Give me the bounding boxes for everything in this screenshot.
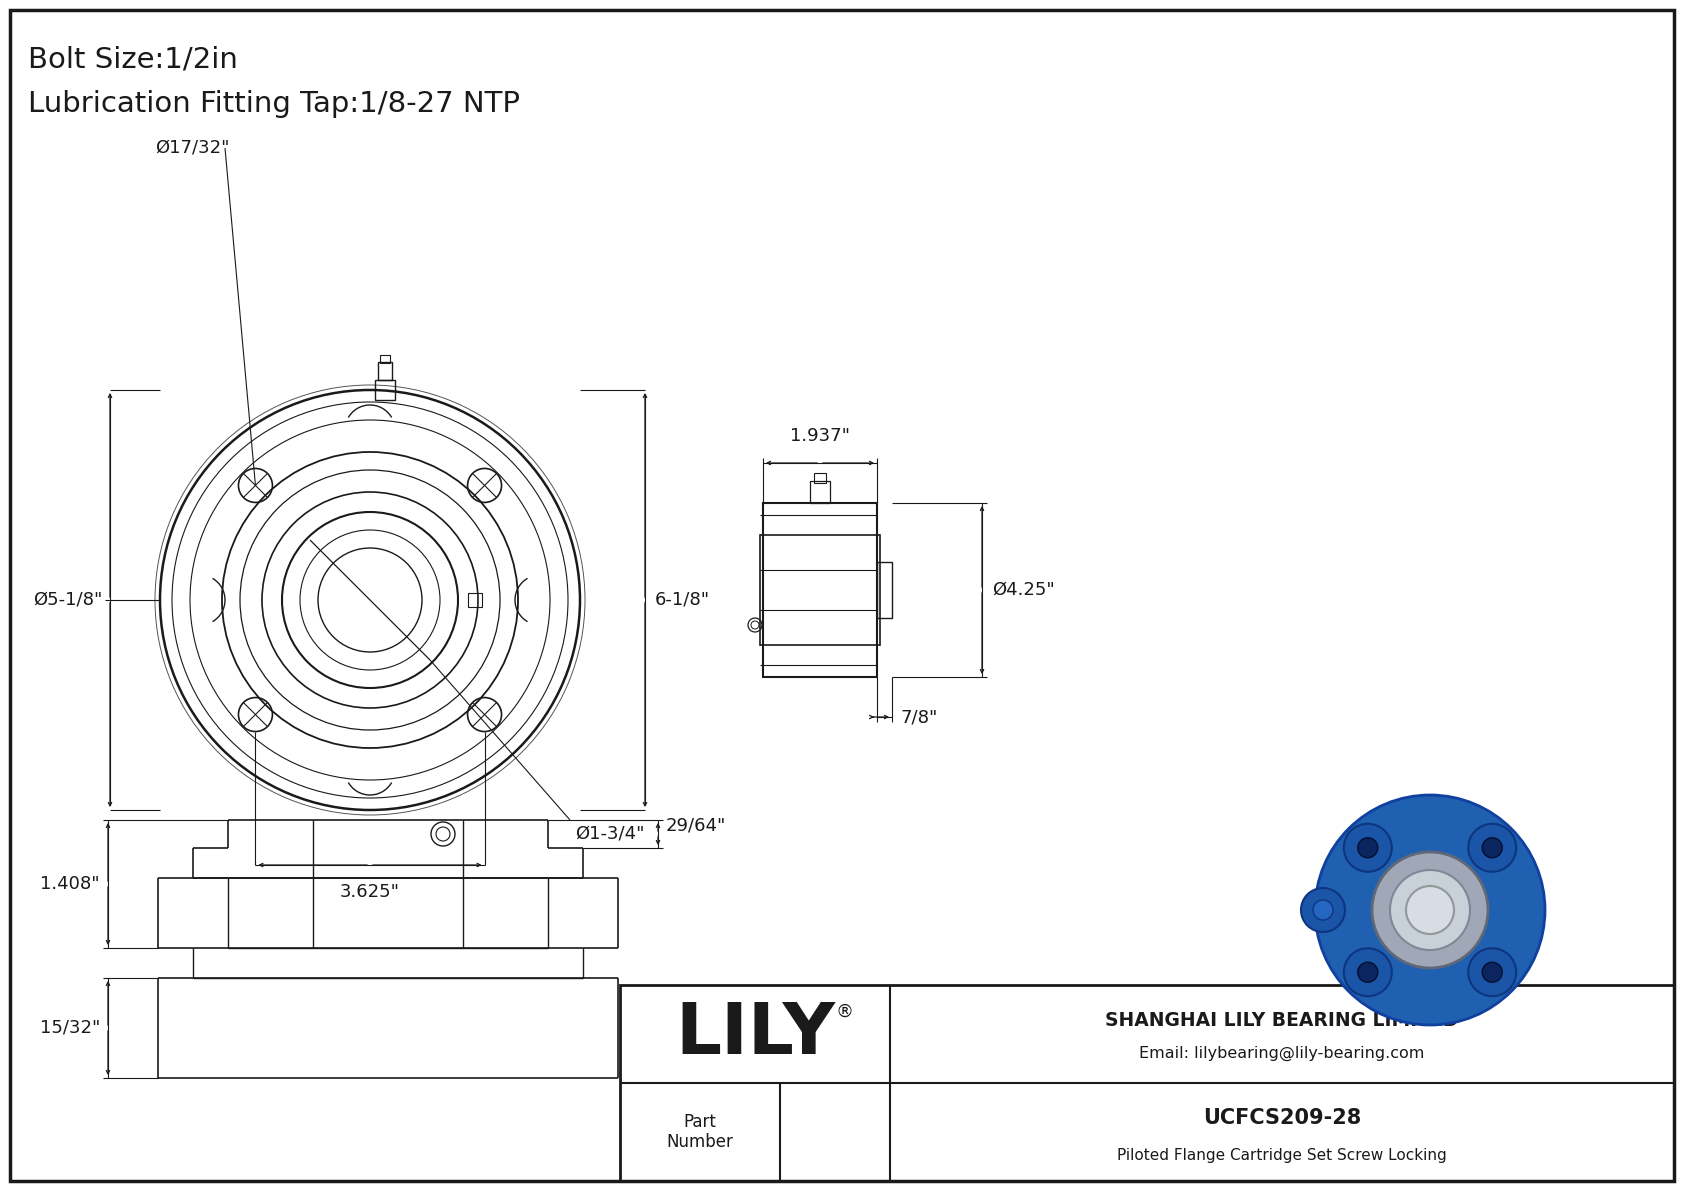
Bar xyxy=(877,562,893,618)
Text: Ø4.25": Ø4.25" xyxy=(992,581,1054,599)
Text: SHANGHAI LILY BEARING LIMITED: SHANGHAI LILY BEARING LIMITED xyxy=(1105,1011,1458,1030)
Circle shape xyxy=(1389,869,1470,950)
Text: 7/8": 7/8" xyxy=(899,707,938,727)
Circle shape xyxy=(1482,962,1502,983)
Text: Part
Number: Part Number xyxy=(667,1112,734,1152)
Circle shape xyxy=(1357,962,1378,983)
Circle shape xyxy=(1468,824,1516,872)
Circle shape xyxy=(1344,948,1391,996)
Bar xyxy=(381,355,391,363)
Bar xyxy=(377,362,392,380)
Bar xyxy=(763,503,877,676)
Text: ®: ® xyxy=(835,1003,854,1021)
Text: Ø17/32": Ø17/32" xyxy=(155,139,229,157)
Text: 3.625": 3.625" xyxy=(340,883,401,902)
Circle shape xyxy=(1468,948,1516,996)
Text: UCFCS209-28: UCFCS209-28 xyxy=(1202,1109,1361,1128)
Circle shape xyxy=(1344,824,1391,872)
Bar xyxy=(759,535,881,646)
Circle shape xyxy=(1482,837,1502,858)
Circle shape xyxy=(1314,900,1334,919)
Bar xyxy=(810,481,830,503)
Text: Piloted Flange Cartridge Set Screw Locking: Piloted Flange Cartridge Set Screw Locki… xyxy=(1116,1148,1447,1164)
Text: Ø5-1/8": Ø5-1/8" xyxy=(32,591,103,609)
Bar xyxy=(620,985,1674,1181)
Text: Lubrication Fitting Tap:1/8-27 NTP: Lubrication Fitting Tap:1/8-27 NTP xyxy=(29,91,520,118)
Text: LILY: LILY xyxy=(675,999,835,1068)
Circle shape xyxy=(1302,888,1346,933)
Text: Bolt Size:1/2in: Bolt Size:1/2in xyxy=(29,45,237,73)
Text: 15/32": 15/32" xyxy=(40,1019,99,1037)
Circle shape xyxy=(1372,852,1489,968)
Circle shape xyxy=(1406,886,1453,934)
Bar xyxy=(468,593,482,607)
Text: 1.937": 1.937" xyxy=(790,428,850,445)
Text: 29/64": 29/64" xyxy=(665,817,726,835)
Circle shape xyxy=(1357,837,1378,858)
Circle shape xyxy=(1315,796,1544,1025)
Bar xyxy=(813,473,825,484)
Text: Email: lilybearing@lily-bearing.com: Email: lilybearing@lily-bearing.com xyxy=(1140,1046,1425,1061)
Bar xyxy=(376,380,396,400)
Text: Ø1-3/4": Ø1-3/4" xyxy=(574,825,645,843)
Text: 6-1/8": 6-1/8" xyxy=(655,591,711,609)
Text: 1.408": 1.408" xyxy=(40,875,99,893)
